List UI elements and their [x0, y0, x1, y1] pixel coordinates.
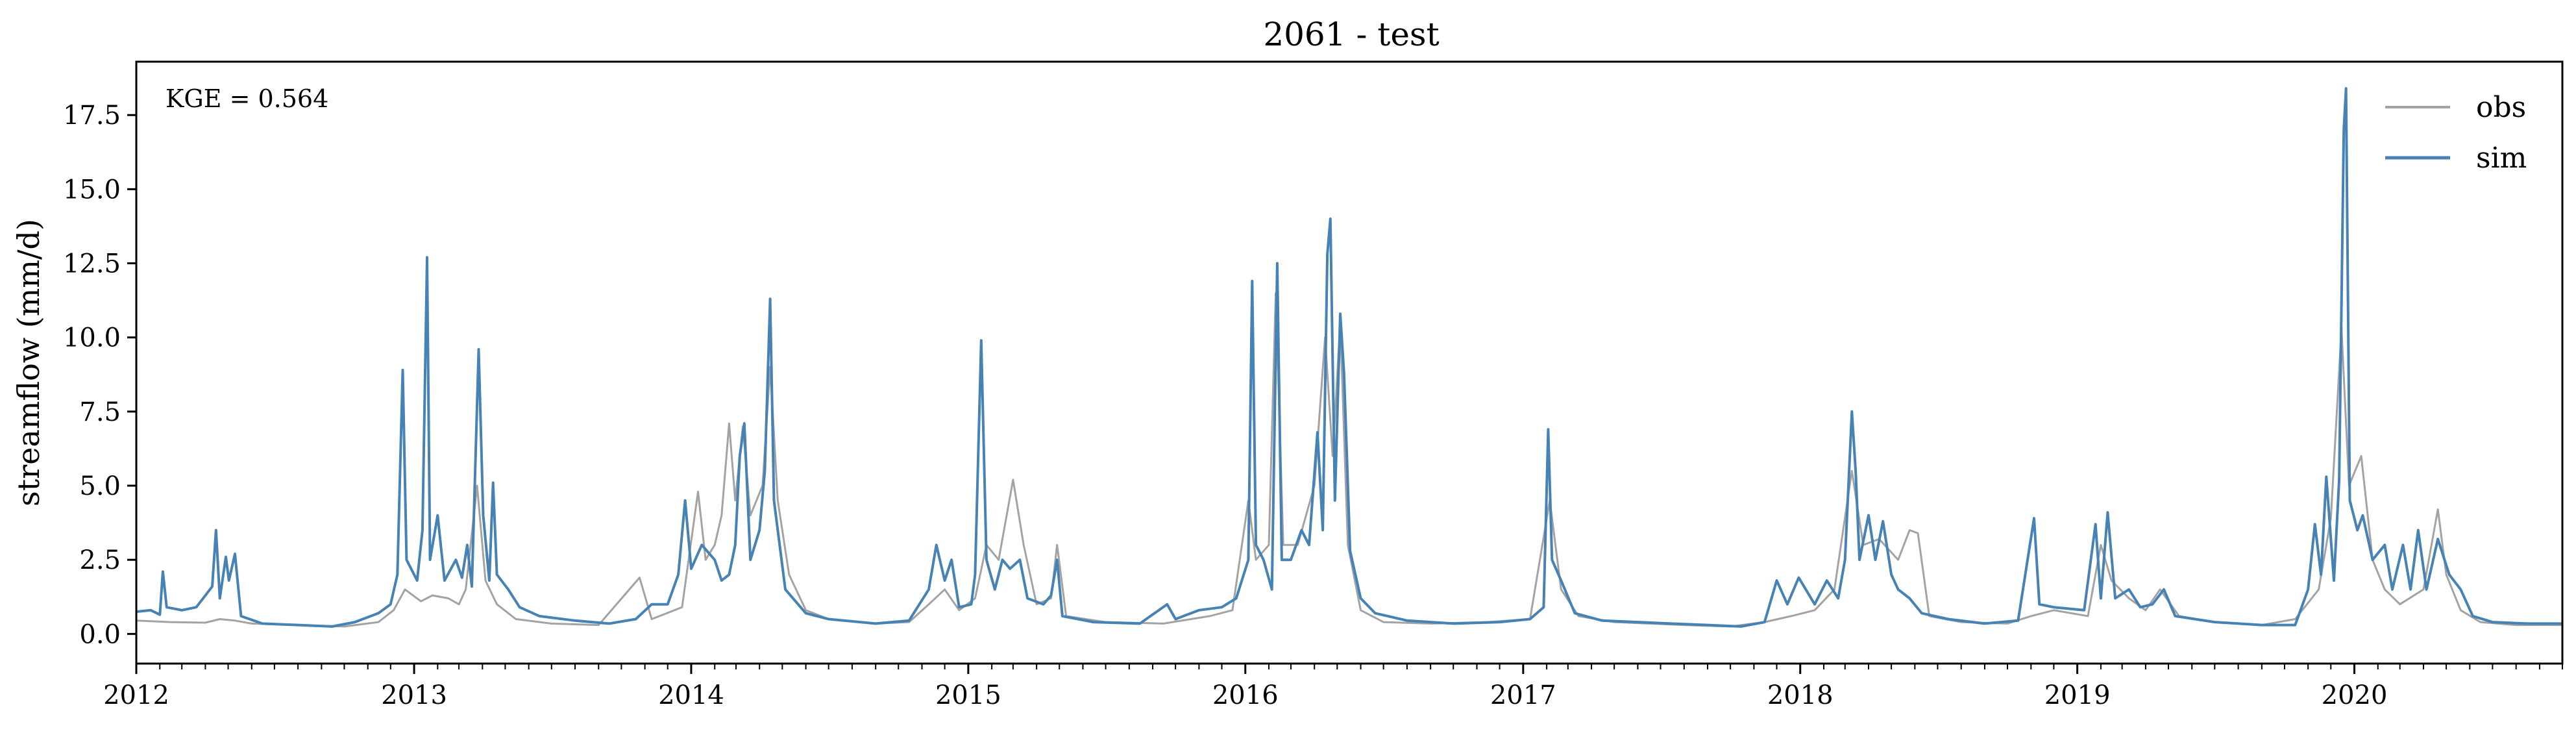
chart-title: 2061 - test	[1263, 16, 1439, 53]
legend-label-obs: obs	[2476, 91, 2526, 124]
y-tick-label: 10.0	[63, 323, 121, 353]
x-tick-label: 2012	[103, 680, 169, 710]
series-line-sim	[136, 87, 2562, 628]
legend-label-sim: sim	[2476, 142, 2527, 175]
x-tick-label: 2018	[1767, 680, 1834, 710]
x-tick-label: 2013	[381, 680, 447, 710]
y-axis-label: streamflow (mm/d)	[11, 219, 46, 506]
y-tick-label: 2.5	[79, 545, 121, 575]
x-tick-label: 2014	[658, 680, 724, 710]
x-tick-label: 2017	[1490, 680, 1556, 710]
x-tick-label: 2016	[1212, 680, 1279, 710]
series-line-obs	[136, 292, 2562, 628]
x-tick-label: 2015	[935, 680, 1001, 710]
legend: obs sim	[2385, 91, 2527, 175]
y-tick-label: 15.0	[63, 175, 121, 205]
x-tick-label: 2020	[2322, 680, 2388, 710]
kge-annotation: KGE = 0.564	[166, 84, 328, 113]
x-axis: 2012 2013 2014 2015 2016 2017 2018 2019 2020	[103, 664, 2563, 710]
y-tick-label: 12.5	[63, 249, 121, 279]
y-tick-label: 0.0	[79, 619, 121, 649]
plot-lines	[136, 87, 2562, 628]
y-axis: 0.0 2.5 5.0 7.5 10.0 12.5 15.0 17.5	[63, 101, 136, 649]
y-tick-label: 17.5	[63, 101, 121, 131]
x-tick-label: 2019	[2044, 680, 2111, 710]
y-tick-label: 7.5	[79, 397, 121, 427]
y-tick-label: 5.0	[79, 471, 121, 501]
plot-frame	[135, 60, 2564, 665]
